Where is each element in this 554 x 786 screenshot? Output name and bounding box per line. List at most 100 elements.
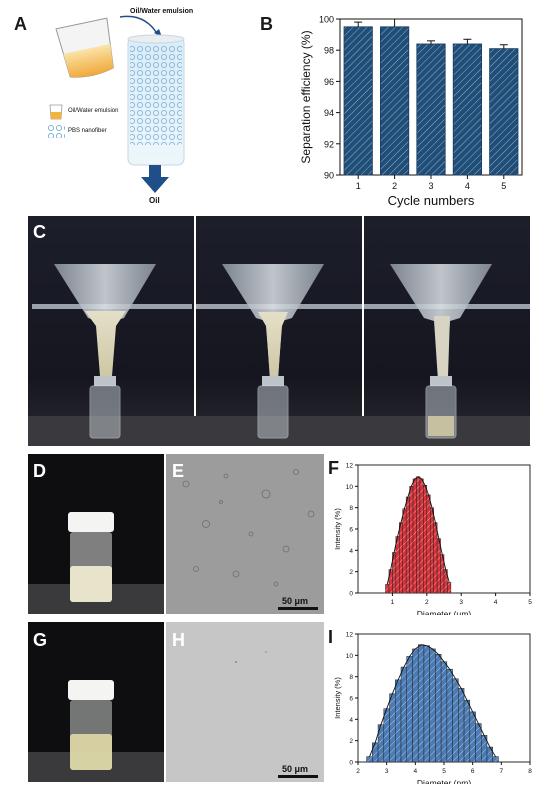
panel-e-letter: E [172,461,185,481]
y-tick-label: 8 [349,505,353,512]
x-tick-label: 5 [501,181,506,191]
y-axis-label: Intensity (%) [333,508,342,550]
histogram-bar [400,666,407,763]
y-tick-label: 8 [349,674,353,681]
scalebar-h-label: 50 μm [282,764,309,774]
histogram-bar [486,746,493,763]
histogram-bar [440,661,448,763]
histogram-bar [395,679,402,763]
x-tick-label: 1 [391,599,395,606]
y-tick-label: 90 [324,171,334,181]
histogram-bar [366,756,373,763]
histogram-bar [469,711,476,763]
beaker-icon [49,104,63,120]
histogram-bar [372,742,379,763]
histogram-bar [406,656,413,763]
bar [380,26,410,176]
histogram-bar [446,668,453,763]
panel-b-letter: B [260,14,273,34]
histogram-bar [405,496,410,594]
bar [452,43,482,176]
histogram-bar [389,693,396,763]
histogram-bar [436,538,441,594]
histogram-bar [435,654,442,763]
panel-f-letter: F [328,458,339,478]
photo-funnel-filtration [28,216,530,446]
y-tick-label: 94 [324,108,334,118]
histogram-bar [416,476,421,594]
histogram-bar [426,494,431,594]
histogram-bar [402,508,407,594]
histogram-bar [429,648,436,763]
y-tick-label: 10 [346,653,354,660]
panel-c-letter: C [33,222,46,242]
bar [416,43,446,176]
x-tick-label: 7 [500,768,504,775]
histogram-bar [433,522,438,594]
y-tick-label: 12 [346,632,354,639]
y-tick-label: 4 [349,548,353,555]
histogram-bar [447,582,452,594]
x-tick-label: 3 [459,599,463,606]
x-tick-label: 5 [528,599,532,606]
panel-i-letter: I [328,627,334,647]
histogram-bar [395,536,400,594]
x-axis-label: Cycle numbers [388,193,475,208]
bar [489,48,519,176]
y-tick-label: 0 [349,760,353,767]
photo-vial-emulsion [28,454,164,614]
separation-schematic [55,15,185,193]
histogram-bar [452,678,459,763]
pouring-beaker [55,17,114,78]
y-tick-label: 10 [346,484,354,491]
histogram-bar [409,486,414,594]
histogram-bar [429,507,434,594]
histogram-bar [463,699,471,763]
emulsion-label: Oil/Water emulsion [130,8,194,15]
x-tick-label: 2 [425,599,429,606]
photo-vial-filtrate [28,622,164,782]
y-tick-label: 6 [349,527,353,534]
legend-nanofiber-label: PBS nanofiber [68,128,107,134]
x-axis-label: Diameter (nm) [417,778,471,784]
panel-g-letter: G [33,630,48,650]
x-axis-label: Diameter (μm) [417,609,472,615]
y-tick-label: 92 [324,139,334,149]
histogram-bar [423,485,428,594]
x-tick-label: 2 [392,181,397,191]
histogram-bar [412,648,419,763]
x-tick-label: 1 [356,181,361,191]
histogram-bar [475,723,482,763]
histogram-bar [458,688,465,763]
chart-b-separation-efficiency: 90 92 94 96 98 100 1 2 3 4 5 Cycle numbers Separatio… [299,15,523,208]
scalebar-e-label: 50 μm [282,596,309,606]
x-tick-label: 4 [494,599,498,606]
y-tick-label: 4 [349,717,353,724]
y-tick-label: 12 [346,463,354,470]
x-tick-label: 4 [414,768,418,775]
bar [343,26,373,176]
y-tick-label: 100 [319,15,334,25]
x-tick-label: 3 [385,768,389,775]
y-axis-label: Separation efficiency (%) [299,30,313,163]
histogram-bar [412,478,417,594]
y-tick-label: 6 [349,696,353,703]
x-tick-label: 6 [471,768,475,775]
panel-h-letter: H [172,630,185,650]
histogram-bar [423,645,430,763]
x-tick-label: 5 [442,768,446,775]
oil-output-arrow [141,177,169,193]
fit-curve [369,644,496,757]
pour-arrow [119,15,159,36]
histogram-bar [492,756,499,763]
y-axis-label: Intensity (%) [333,677,342,719]
oil-label: Oil [149,196,160,205]
panel-a-letter: A [14,14,27,34]
histogram-bar [399,522,403,594]
y-tick-label: 2 [349,738,353,745]
histogram-bar [385,584,390,594]
nanofiber-icon [47,124,65,138]
histogram-bar [383,708,390,763]
